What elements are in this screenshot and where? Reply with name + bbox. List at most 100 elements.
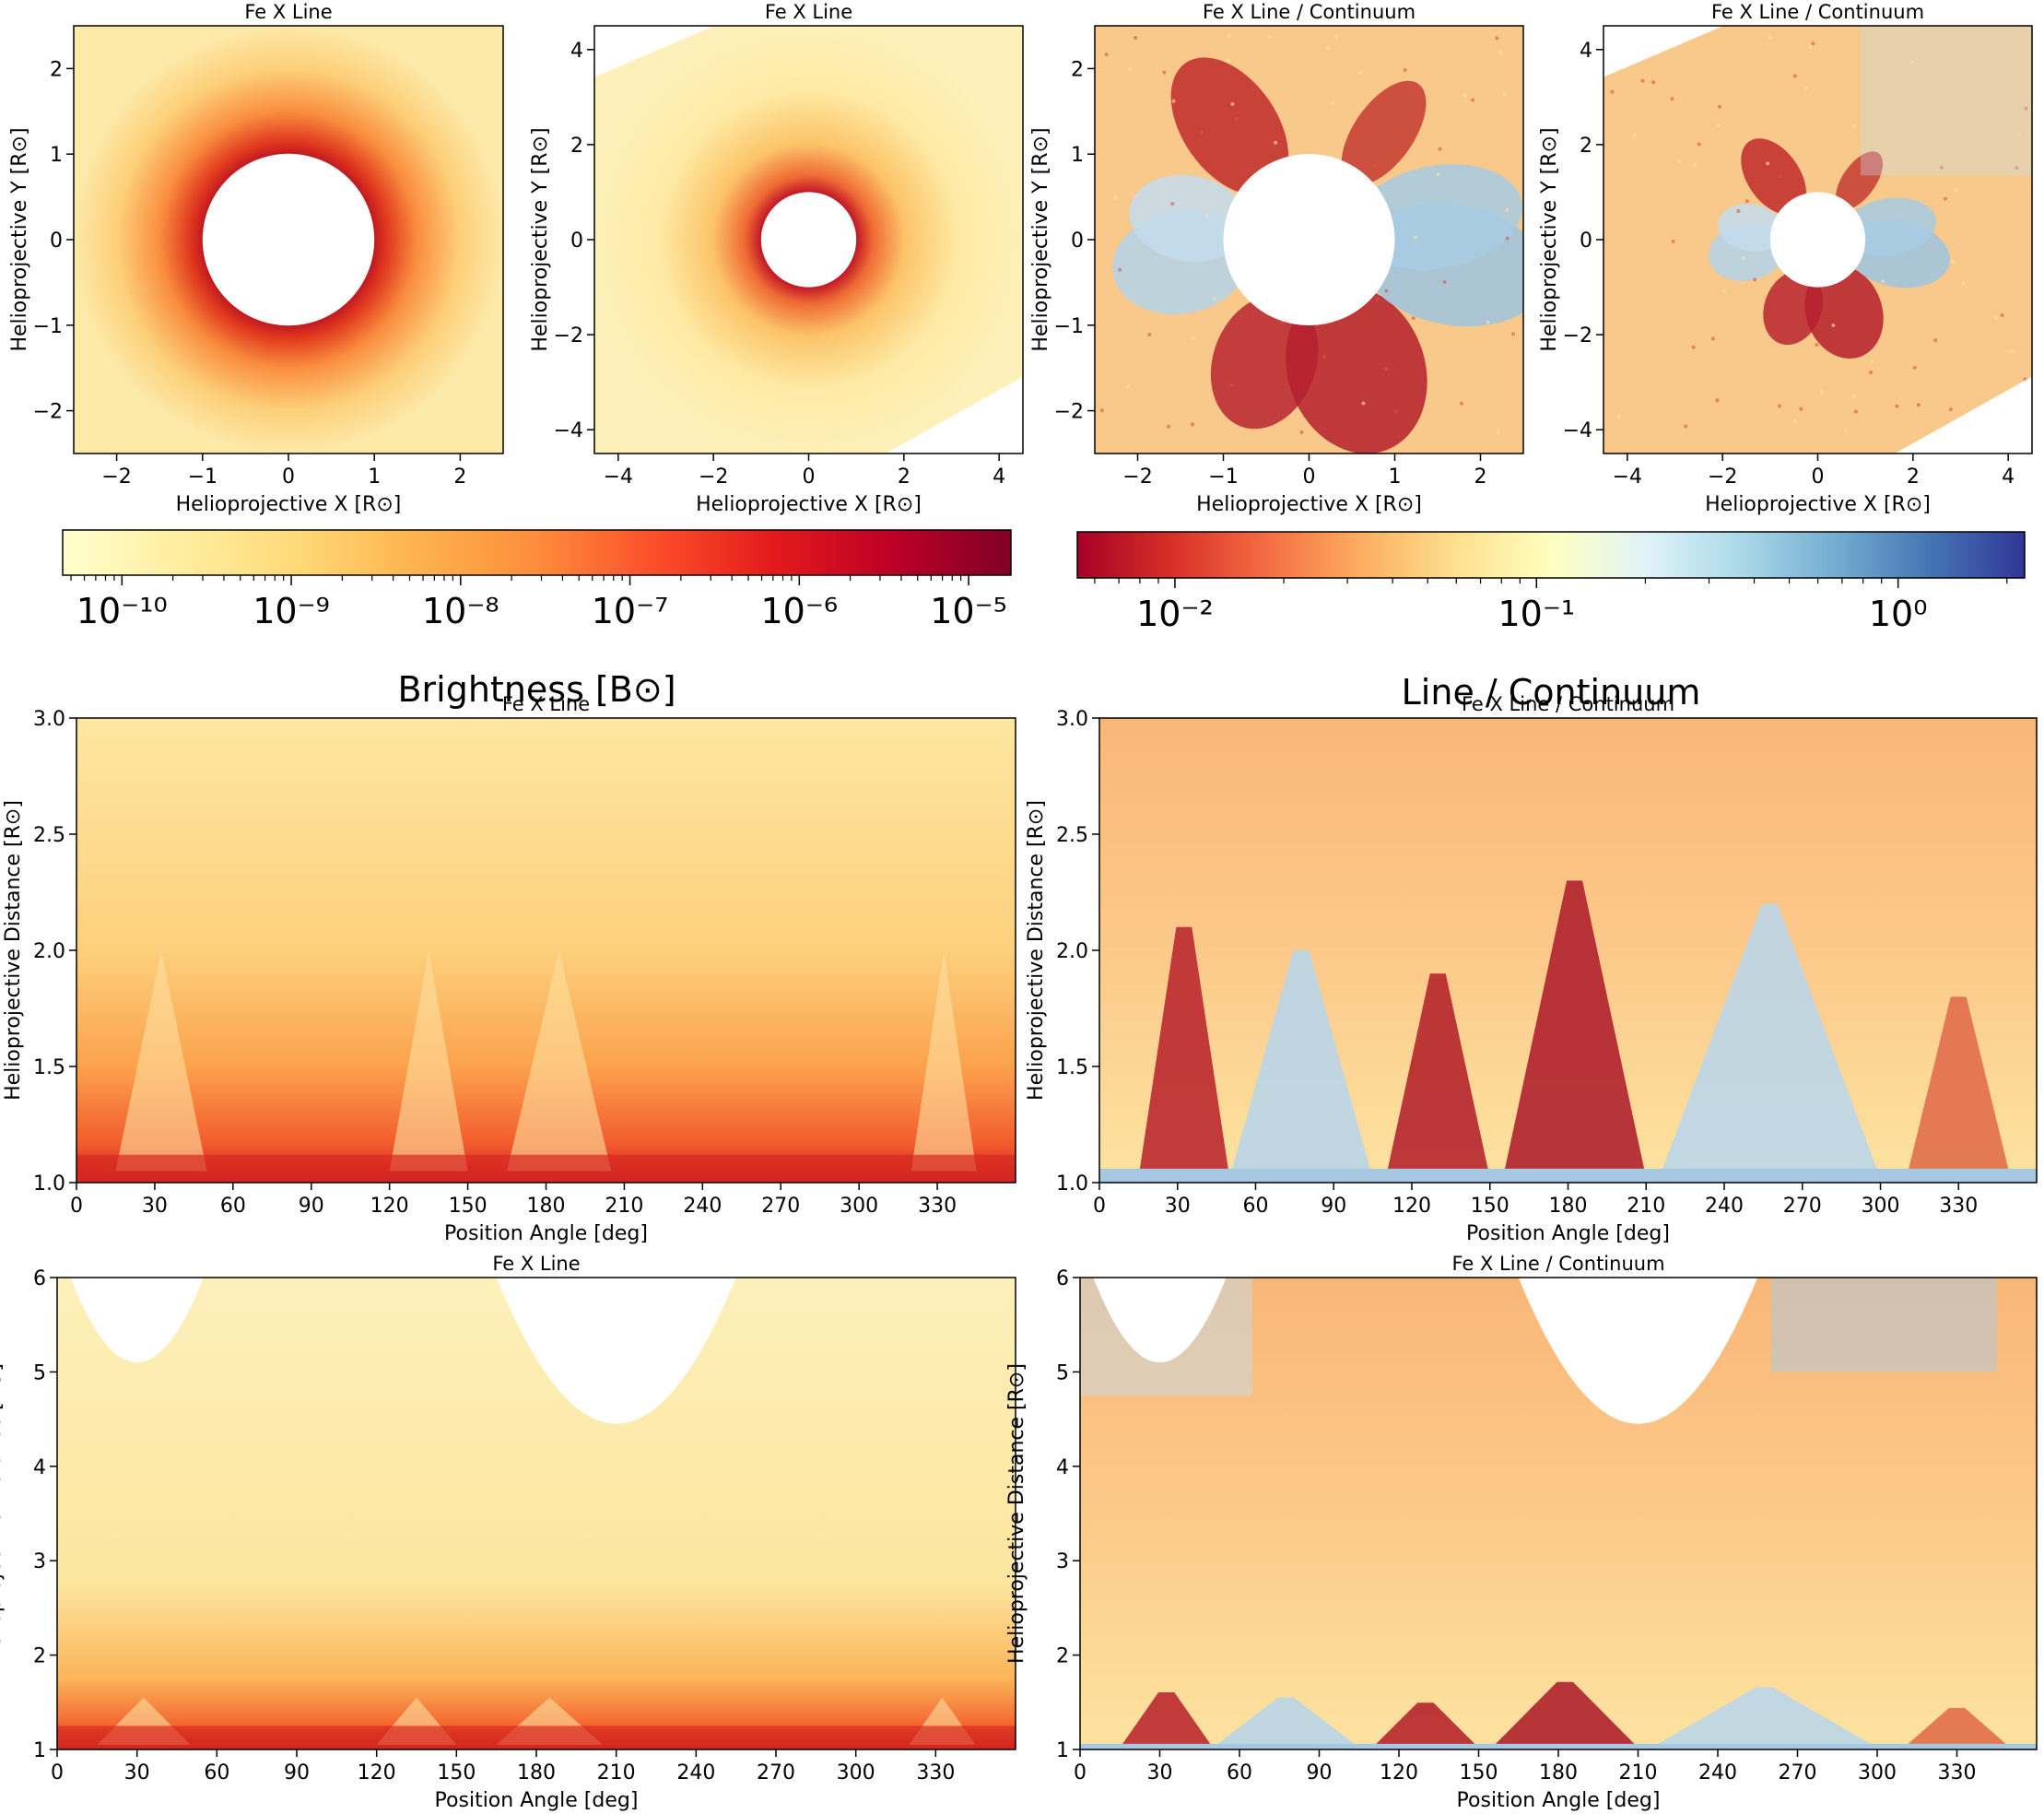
x-tick-label: 4 [2002, 465, 2015, 489]
x-tick-label: 270 [757, 1761, 795, 1785]
noise-speck [1852, 394, 1857, 398]
x-tick-label: −2 [699, 465, 728, 489]
panel-6: 0 30 60 90 120 150 180 210 240 270 300 330 1.0 1.5 2.0… [1025, 693, 2038, 1245]
x-tick-label: −2 [101, 465, 131, 489]
x-tick-label: 0 [282, 465, 295, 489]
noise-speck [1843, 429, 1848, 433]
noise-speck [1954, 188, 1958, 193]
y-tick-label: 1 [1071, 144, 1084, 167]
noise-speck [1471, 98, 1475, 102]
panel-title: Fe X Line / Continuum [1711, 1, 1924, 23]
x-axis-label: Helioprojective X [R⊙] [1196, 493, 1422, 516]
streamer-0 [1138, 926, 1230, 1178]
panel-1: −2 −1 0 1 2 −2 −1 0 1 2 Fe X Line Helioprojective X… [8, 1, 504, 516]
noise-speck [1436, 172, 1440, 177]
panel-7: 0 30 60 90 120 150 180 210 240 270 300 330 1 2 3 4 5 6 Fe … [0, 1253, 1016, 1812]
x-tick-label: 2 [453, 465, 466, 489]
off-fov-cut-2 [1518, 1278, 1758, 1424]
noise-speck [1811, 41, 1815, 46]
x-tick-label: 90 [284, 1761, 310, 1785]
panel-8: 0 30 60 90 120 150 180 210 240 270 300 330 1 2 3 4 5 6 Fe … [1005, 1253, 2038, 1812]
noise-speck [1616, 414, 1621, 418]
x-tick-label: 270 [761, 1195, 800, 1218]
heatmap-image [74, 26, 503, 454]
x-axis-label: Helioprojective X [R⊙] [176, 493, 402, 516]
streamer-3 [1906, 996, 2011, 1178]
x-tick-label: 240 [683, 1195, 722, 1218]
structure-5 [1841, 197, 1937, 257]
x-tick-label: 330 [1939, 1195, 1978, 1218]
noise-speck [1162, 70, 1167, 75]
y-tick-label: 2.5 [33, 824, 65, 847]
x-tick-label: −2 [1708, 465, 1737, 489]
streamer-4 [1229, 950, 1373, 1178]
x-tick-label: 300 [840, 1195, 878, 1218]
x-tick-label: 120 [1392, 1195, 1431, 1218]
y-tick-label: 3 [1056, 1550, 1069, 1573]
x-tick-label: 210 [605, 1195, 643, 1218]
noise-speck [1778, 174, 1782, 179]
y-tick-label: 0 [1580, 230, 1592, 253]
noise-speck [1413, 235, 1417, 240]
streamer-1 [1372, 1702, 1479, 1748]
occulter-disk [1223, 154, 1395, 325]
noise-speck [1853, 409, 1858, 414]
panel-title: Fe X Line [244, 1, 332, 23]
noise-speck [1384, 289, 1389, 293]
y-axis-label: Helioprojective Y [R⊙] [1029, 127, 1052, 351]
heatmap-image [1099, 718, 2037, 1183]
noise-speck [1463, 93, 1467, 98]
noise-speck [1299, 430, 1304, 434]
noise-speck [2000, 313, 2004, 318]
noise-speck [1411, 316, 1416, 321]
x-tick-label: 150 [1471, 1195, 1510, 1218]
noise-speck [1716, 124, 1721, 128]
noise-speck [1952, 260, 1956, 265]
noise-speck [1793, 419, 1798, 424]
noise-speck [1792, 74, 1797, 78]
colorbar-gradient [1076, 531, 2026, 579]
noise-speck [2015, 166, 2019, 171]
noise-speck [1234, 116, 1239, 121]
y-tick-label: 1.0 [33, 1172, 65, 1196]
noise-speck [1511, 332, 1516, 336]
faint-streamer-2 [507, 950, 612, 1172]
heatmap-image [57, 1278, 1016, 1749]
y-tick-label: 2.5 [1056, 824, 1088, 847]
y-tick-label: 1.5 [33, 1056, 65, 1079]
x-tick-label: 1 [1389, 465, 1402, 489]
y-tick-label: 3 [33, 1550, 46, 1573]
y-tick-label: 4 [1580, 40, 1592, 63]
y-tick-label: 3.0 [1056, 708, 1088, 731]
occulter-disk [760, 192, 857, 288]
noise-speck [1744, 199, 1749, 204]
off-fov-wedge-top [594, 26, 715, 77]
noise-speck [1104, 53, 1109, 57]
x-axis-label: Position Angle [deg] [435, 1789, 639, 1812]
noise-speck [1820, 389, 1825, 394]
noise-speck [1851, 124, 1856, 128]
colorbar-tick-label: 10⁻⁹ [253, 591, 330, 631]
x-tick-label: 0 [70, 1195, 83, 1218]
noise-speck [1199, 130, 1204, 135]
structure-1 [1341, 80, 1427, 185]
noise-speck [1870, 359, 1874, 364]
noise-speck [1442, 279, 1447, 284]
x-tick-label: 120 [1380, 1761, 1418, 1785]
noise-speck [1326, 46, 1331, 51]
noise-speck [1384, 367, 1389, 371]
y-tick-label: 1.0 [1056, 1172, 1088, 1196]
noise-speck [1869, 371, 1874, 375]
structure-3 [1286, 286, 1427, 454]
noise-speck [1722, 289, 1727, 293]
x-tick-label: 90 [299, 1195, 324, 1218]
x-tick-label: 0 [51, 1761, 64, 1785]
x-tick-label: −1 [188, 465, 217, 489]
x-tick-label: −1 [1208, 465, 1238, 489]
noise-speck [1498, 51, 1503, 55]
y-tick-label: 2 [1580, 135, 1592, 158]
panel-title: Fe X Line / Continuum [1462, 693, 1674, 715]
x-tick-label: −4 [604, 465, 633, 489]
x-tick-label: 150 [1460, 1761, 1498, 1785]
x-tick-label: 0 [1093, 1195, 1106, 1218]
